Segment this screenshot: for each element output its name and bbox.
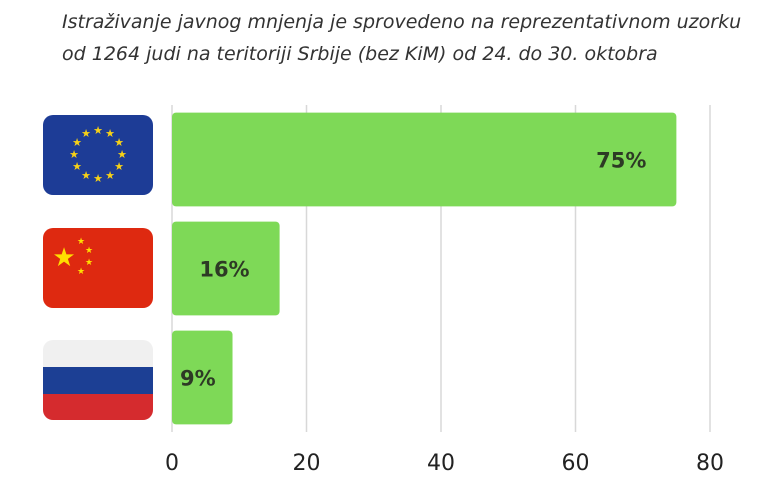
x-tick-label: 20: [293, 451, 321, 476]
svg-text:★: ★: [69, 148, 79, 161]
svg-text:★: ★: [81, 169, 91, 182]
bar: [172, 221, 280, 316]
svg-text:★: ★: [114, 160, 124, 173]
svg-text:★: ★: [81, 127, 91, 140]
svg-text:★: ★: [77, 237, 85, 247]
svg-text:★: ★: [77, 267, 85, 277]
svg-text:★: ★: [85, 246, 93, 256]
svg-text:★: ★: [105, 169, 115, 182]
svg-text:★: ★: [117, 148, 127, 161]
chart-title: od 1264 judi na teritoriji Srbije (bez K…: [62, 43, 658, 65]
x-tick-label: 80: [696, 451, 724, 476]
x-tick-label: 40: [427, 451, 455, 476]
svg-text:★: ★: [52, 243, 75, 273]
chart-title: Istraživanje javnog mnjenja je sproveden…: [62, 11, 741, 33]
svg-text:★: ★: [105, 127, 115, 140]
bar: [172, 112, 677, 207]
value-label: 9%: [180, 367, 216, 391]
value-label: 75%: [596, 149, 646, 173]
flag-eu: ★ ★★★ ★★★★ ★★★★: [43, 115, 153, 195]
svg-text:★: ★: [93, 172, 103, 185]
flag-china: ★ ★★ ★★: [43, 228, 153, 308]
svg-text:★: ★: [93, 124, 103, 137]
svg-text:★: ★: [72, 136, 82, 149]
svg-text:★: ★: [72, 160, 82, 173]
svg-text:★: ★: [85, 258, 93, 268]
svg-text:★: ★: [114, 136, 124, 149]
x-tick-label: 0: [165, 451, 179, 476]
value-label: 16%: [199, 258, 249, 282]
x-tick-label: 60: [562, 451, 590, 476]
bar: [172, 330, 233, 425]
flag-russia: [43, 340, 153, 420]
